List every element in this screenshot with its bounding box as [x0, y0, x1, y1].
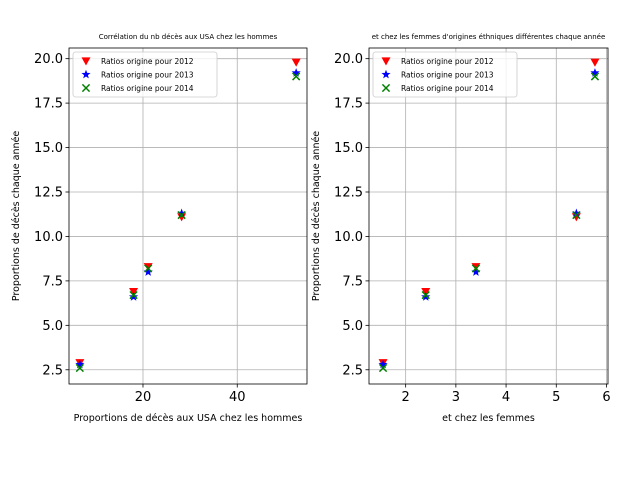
data-point-triangle-down	[143, 263, 153, 272]
data-point-x	[471, 264, 481, 273]
legend-marker-triangle-down	[381, 57, 391, 66]
data-point-x	[75, 363, 84, 373]
data-point-star	[75, 359, 85, 369]
x-tick-label: 5	[552, 390, 560, 405]
legend-label: Ratios origine pour 2012	[401, 57, 494, 66]
legend-box	[372, 51, 518, 98]
legend-marker-x	[381, 83, 391, 93]
chart-title: et chez les femmes d'origines éthniques …	[372, 33, 606, 41]
y-tick-label: 2.5	[42, 363, 63, 378]
chart-panel-2: 2 3 4 5 6 2.5 5.0 7.5 10.0 12.5 15.0 17.5 20.0 et che…	[311, 33, 611, 424]
y-tick-label: 12.5	[334, 186, 363, 201]
y-tick-label: 5.0	[42, 319, 63, 334]
y-tick-label: 10.0	[334, 230, 363, 245]
data-point-star	[378, 359, 388, 369]
chart-title: Corrélation du nb décès aux USA chez les…	[99, 33, 278, 41]
y-axis-label: Proportions de décès chaque année	[311, 131, 322, 301]
chart-panel-1: 20 40 2.5 5.0 7.5 10.0 12.5 15.0 17.5 20.0 Corréla…	[11, 33, 308, 424]
legend: Ratios origine pour 2012 Ratios origine p…	[372, 51, 518, 98]
y-tick-label: 17.5	[34, 97, 63, 112]
x-tick-label: 2	[402, 390, 410, 405]
data-point-x-stroke	[378, 363, 388, 373]
legend-marker-star	[81, 69, 91, 79]
data-point-x-stroke	[590, 72, 600, 81]
x-axis-label: et chez les femmes	[442, 413, 535, 424]
y-tick-label: 12.5	[34, 186, 63, 201]
legend-marker-x	[81, 83, 91, 93]
data-point-star	[571, 208, 581, 218]
data-point-x	[144, 264, 153, 273]
data-point-star	[471, 267, 481, 276]
x-axis-label: Proportions de décès aux USA chez les ho…	[74, 413, 303, 424]
data-point-star	[291, 68, 301, 77]
y-tick-label: 15.0	[334, 141, 363, 156]
data-point-x-stroke	[292, 72, 301, 81]
legend-box	[72, 51, 218, 98]
x-tick-label: 20	[135, 390, 152, 405]
data-point-star	[129, 292, 139, 301]
legend-label: Ratios origine pour 2014	[401, 84, 494, 93]
data-point-x-stroke	[572, 210, 581, 220]
y-tick-label: 20.0	[334, 52, 363, 67]
data-point-star	[177, 208, 187, 218]
y-axis-label: Proportions de décès chaque année	[11, 131, 22, 301]
data-point-x	[421, 290, 430, 300]
x-tick-label: 4	[502, 390, 510, 405]
axes-frame	[68, 47, 308, 385]
x-tick-label: 6	[602, 390, 610, 405]
data-point-x	[177, 210, 186, 220]
axes-frame	[368, 47, 609, 385]
data-point-x	[129, 290, 138, 300]
data-point-star	[421, 292, 431, 301]
y-tick-label: 10.0	[34, 230, 63, 245]
y-tick-label: 2.5	[342, 363, 363, 378]
legend-label: Ratios origine pour 2013	[101, 71, 194, 80]
data-point-x-stroke	[471, 264, 481, 273]
data-point-triangle-down	[471, 263, 481, 272]
data-point-x	[378, 363, 388, 373]
data-point-x-stroke	[144, 264, 153, 273]
data-point-triangle-down	[421, 287, 431, 297]
data-point-star	[143, 267, 153, 276]
data-point-triangle-down	[129, 287, 139, 297]
legend-marker-x-stroke	[381, 83, 391, 93]
data-point-x	[572, 210, 581, 220]
legend-marker-x-stroke	[81, 83, 91, 93]
y-tick-label: 20.0	[34, 52, 63, 67]
data-point-star	[590, 68, 600, 77]
x-tick-label: 40	[229, 390, 246, 405]
y-tick-label: 5.0	[342, 319, 363, 334]
y-tick-label: 17.5	[334, 97, 363, 112]
legend-label: Ratios origine pour 2013	[401, 71, 494, 80]
legend-marker-triangle-down	[81, 57, 91, 66]
y-tick-label: 15.0	[34, 141, 63, 156]
legend-label: Ratios origine pour 2014	[101, 84, 194, 93]
data-point-x-stroke	[75, 363, 84, 373]
y-tick-label: 7.5	[42, 274, 63, 289]
data-point-x	[590, 72, 600, 81]
legend-marker-star	[381, 69, 391, 79]
y-tick-label: 7.5	[342, 274, 363, 289]
data-point-triangle-down	[291, 58, 301, 67]
data-point-x	[292, 72, 301, 81]
legend: Ratios origine pour 2012 Ratios origine p…	[72, 51, 218, 98]
data-point-triangle-down	[590, 58, 600, 67]
x-tick-label: 3	[452, 390, 460, 405]
data-point-x-stroke	[129, 290, 138, 300]
legend-label: Ratios origine pour 2012	[101, 57, 194, 66]
data-point-x-stroke	[421, 290, 430, 300]
data-point-x-stroke	[177, 210, 186, 220]
